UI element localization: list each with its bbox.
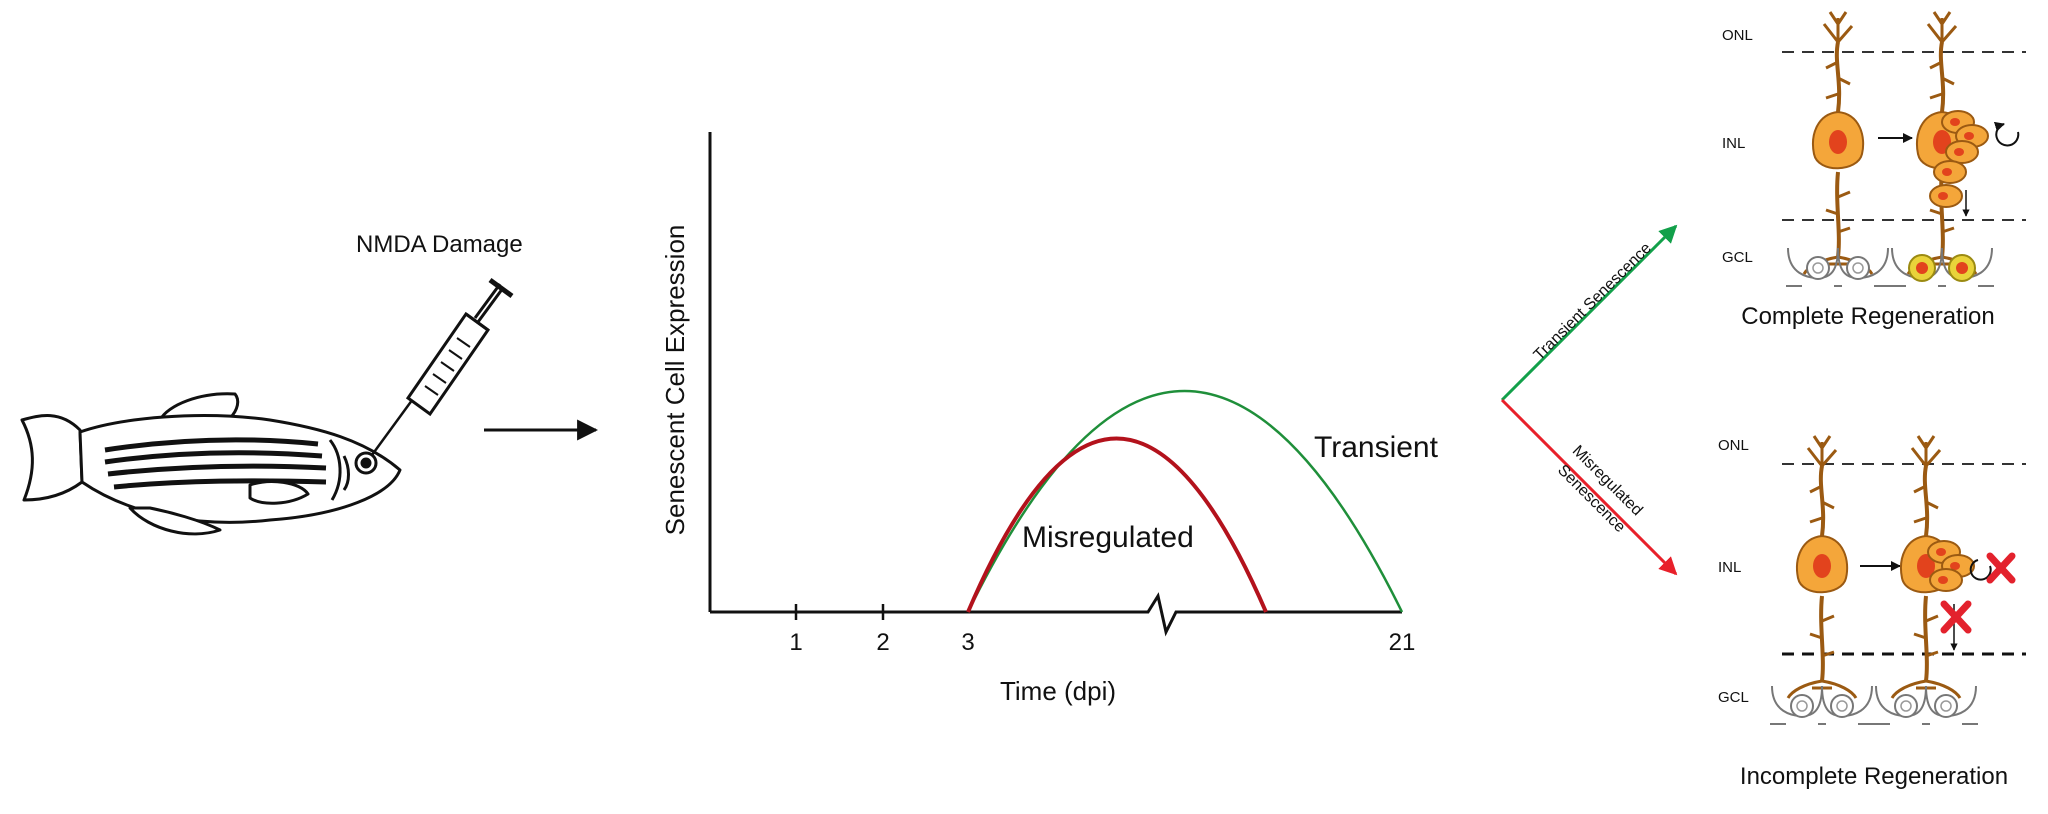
nmda-damage-label: NMDA Damage: [356, 231, 523, 258]
transient-senescence-label: Transient Senescence: [1531, 240, 1655, 364]
gcl-label: GCL: [1718, 689, 1749, 706]
x-tick-label-21: 21: [1389, 629, 1416, 656]
onl-label: ONL: [1718, 437, 1749, 454]
syringe-illustration: [370, 277, 514, 456]
blocked-self-renewal-cross-icon: [1986, 552, 2016, 584]
onl-label: ONL: [1722, 27, 1753, 44]
inl-label: INL: [1718, 559, 1741, 576]
ganglion-cells: [1769, 685, 1875, 725]
x-axis-label: Time (dpi): [1000, 676, 1116, 706]
blocked-migration-cross-icon: [1940, 600, 1972, 634]
transient-curve-label: Transient: [1314, 431, 1439, 464]
inl-label: INL: [1722, 135, 1745, 152]
senescence-chart: 1 2 3 21 Time (dpi) Senescent Cell Expre…: [660, 132, 1439, 706]
x-tick-label-2: 2: [876, 629, 889, 656]
y-axis-label: Senescent Cell Expression: [660, 225, 690, 536]
misregulated-branch-arrow: [1500, 398, 1678, 576]
x-tick-label-1: 1: [789, 629, 802, 656]
zebrafish-illustration: [20, 392, 402, 536]
incomplete-regeneration-caption: Incomplete Regeneration: [1740, 763, 2008, 790]
ganglion-cells: [1785, 247, 1891, 287]
muller-glia-cell: [1786, 434, 1858, 700]
retina-panel-complete: ONL INL GCL Complete Regeneration: [1722, 10, 2026, 330]
transient-curve: [966, 390, 1404, 613]
misregulated-curve: [966, 436, 1268, 613]
gcl-label: GCL: [1722, 249, 1753, 266]
complete-regeneration-caption: Complete Regeneration: [1741, 303, 1995, 330]
muller-glia-cell: [1802, 10, 1874, 276]
x-tick-label-3: 3: [961, 629, 974, 656]
regenerated-ganglion-cells: [1890, 247, 1994, 287]
misregulated-curve-label: Misregulated: [1022, 521, 1194, 554]
self-renewal-icon: [1969, 559, 1992, 581]
self-renewal-icon: [1993, 121, 2020, 147]
transient-branch-arrow: [1500, 224, 1678, 402]
x-axis-with-break: [710, 592, 1402, 637]
retina-panel-incomplete: ONL INL GCL Incomplete Regeneration: [1718, 434, 2026, 790]
unregenerated-ganglion-cells: [1873, 685, 1979, 725]
